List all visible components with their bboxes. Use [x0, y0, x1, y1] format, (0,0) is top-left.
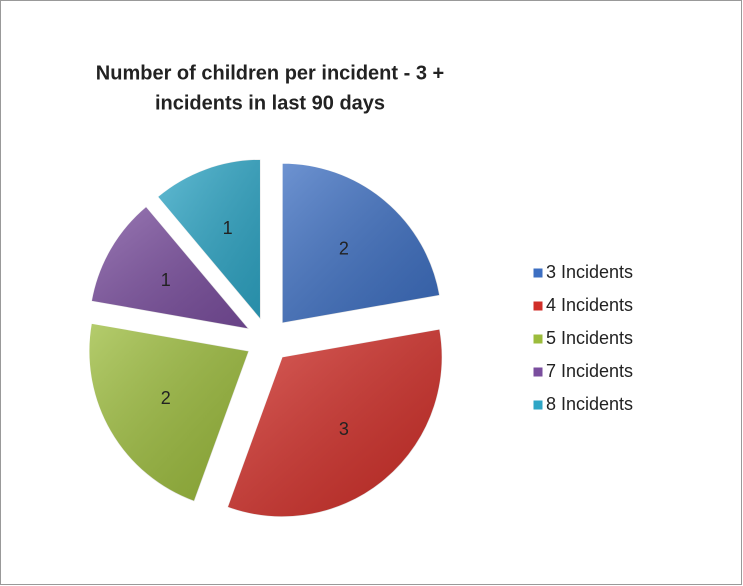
legend-label: 8 Incidents	[546, 394, 633, 414]
legend-label: 7 Incidents	[546, 361, 633, 381]
slice-shade	[91, 206, 249, 329]
data-label: 2	[161, 388, 171, 408]
chart-title: Number of children per incident - 3 +	[96, 62, 444, 84]
slice-shade	[157, 159, 261, 320]
legend-label: 5 Incidents	[546, 328, 633, 348]
data-label: 2	[339, 238, 349, 258]
legend-label: 3 Incidents	[546, 262, 633, 282]
slice-shade	[88, 323, 249, 502]
data-label: 3	[339, 419, 349, 439]
data-label: 1	[223, 218, 233, 238]
chart-title: incidents in last 90 days	[155, 92, 385, 114]
data-label: 1	[161, 270, 171, 290]
legend-swatch	[532, 366, 544, 378]
legend-swatch	[532, 399, 544, 411]
legend-swatch	[532, 300, 544, 312]
legend-swatch	[532, 267, 544, 279]
legend-label: 4 Incidents	[546, 295, 633, 315]
legend-swatch	[532, 333, 544, 345]
slice-shade	[282, 163, 440, 324]
slice-shade	[227, 329, 443, 517]
